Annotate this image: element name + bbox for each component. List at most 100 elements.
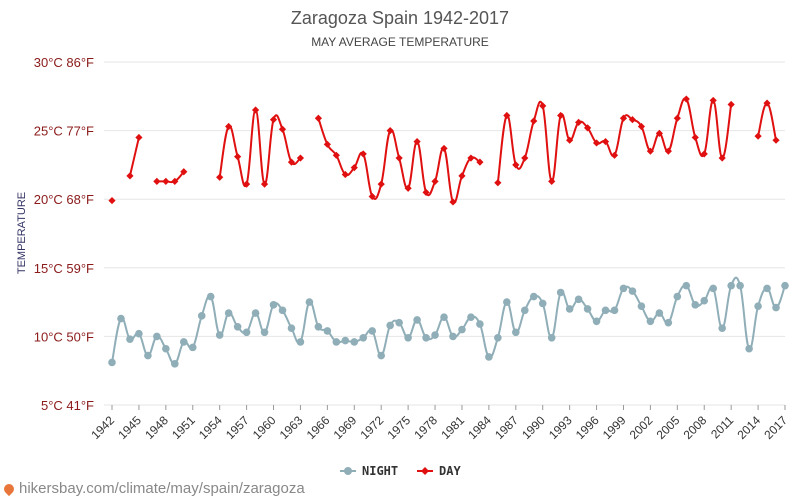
data-point-night[interactable] [745, 344, 753, 353]
data-point-day[interactable] [458, 172, 466, 180]
data-point-day[interactable] [772, 136, 780, 144]
data-point-night[interactable] [144, 351, 152, 360]
data-point-night[interactable] [206, 292, 215, 301]
data-point-day[interactable] [287, 158, 296, 166]
data-point-day[interactable] [530, 117, 538, 125]
data-point-night[interactable] [512, 328, 520, 337]
data-point-night[interactable] [727, 281, 735, 290]
data-point-night[interactable] [395, 318, 403, 327]
data-point-day[interactable] [171, 177, 179, 185]
data-point-day[interactable] [260, 180, 269, 188]
data-point-day[interactable] [126, 172, 134, 180]
data-point-day[interactable] [278, 125, 287, 133]
data-point-night[interactable] [135, 329, 143, 338]
data-point-night[interactable] [287, 324, 296, 332]
legend-item-night[interactable]: NIGHT [340, 464, 398, 478]
data-point-day[interactable] [431, 177, 439, 185]
data-point-day[interactable] [153, 177, 161, 185]
data-point-night[interactable] [359, 333, 368, 342]
data-point-day[interactable] [413, 137, 421, 146]
data-point-night[interactable] [117, 314, 125, 323]
data-point-day[interactable] [216, 173, 224, 181]
data-point-night[interactable] [422, 333, 430, 342]
footer-link[interactable]: hikersbay.com/climate/may/spain/zaragoza [1, 480, 305, 497]
data-point-night[interactable] [538, 299, 547, 308]
data-point-day[interactable] [359, 150, 367, 158]
data-point-day[interactable] [601, 137, 610, 146]
data-point-day[interactable] [395, 154, 403, 162]
data-point-day[interactable] [700, 150, 708, 158]
data-point-day[interactable] [108, 196, 116, 205]
data-point-night[interactable] [377, 351, 386, 360]
data-point-night[interactable] [269, 301, 278, 309]
data-point-day[interactable] [180, 168, 188, 176]
data-point-day[interactable] [377, 180, 385, 188]
data-point-day[interactable] [251, 106, 260, 114]
data-point-day[interactable] [440, 144, 448, 153]
data-point-night[interactable] [233, 322, 242, 331]
data-point-night[interactable] [503, 298, 511, 306]
data-point-day[interactable] [135, 133, 143, 142]
data-point-night[interactable] [467, 313, 475, 321]
data-point-night[interactable] [458, 325, 466, 334]
data-point-night[interactable] [772, 303, 780, 312]
data-point-night[interactable] [691, 301, 700, 309]
data-point-night[interactable] [494, 333, 502, 342]
data-point-day[interactable] [539, 102, 547, 110]
data-point-day[interactable] [763, 99, 771, 107]
data-point-day[interactable] [386, 127, 394, 135]
data-point-night[interactable] [153, 332, 161, 341]
data-point-night[interactable] [350, 338, 359, 346]
data-point-night[interactable] [215, 331, 224, 339]
data-point-night[interactable] [476, 320, 484, 328]
data-point-night[interactable] [619, 284, 628, 293]
data-point-day[interactable] [673, 114, 681, 122]
data-point-day[interactable] [682, 95, 690, 103]
data-point-day[interactable] [575, 118, 583, 126]
data-point-day[interactable] [548, 177, 556, 185]
data-point-day[interactable] [323, 140, 331, 148]
data-point-night[interactable] [251, 309, 260, 317]
data-point-day[interactable] [422, 188, 430, 196]
data-point-night[interactable] [413, 316, 421, 324]
data-point-night[interactable] [529, 292, 538, 301]
data-point-day[interactable] [655, 129, 663, 137]
data-point-night[interactable] [664, 318, 673, 327]
data-point-night[interactable] [700, 296, 709, 305]
data-point-day[interactable] [467, 154, 475, 162]
data-point-day[interactable] [709, 96, 717, 105]
data-point-night[interactable] [682, 281, 691, 290]
data-point-night[interactable] [341, 336, 350, 345]
data-point-night[interactable] [179, 338, 188, 346]
data-point-day[interactable] [592, 139, 601, 147]
data-point-day[interactable] [512, 161, 520, 169]
data-point-night[interactable] [592, 317, 601, 326]
data-point-night[interactable] [368, 327, 377, 335]
data-point-day[interactable] [332, 151, 340, 159]
legend[interactable]: NIGHT DAY [340, 464, 461, 478]
data-point-day[interactable] [234, 153, 242, 161]
data-point-night[interactable] [305, 298, 314, 306]
data-point-day[interactable] [557, 111, 565, 120]
data-point-night[interactable] [763, 284, 771, 293]
data-point-day[interactable] [566, 136, 574, 144]
data-point-night[interactable] [171, 360, 179, 368]
data-point-night[interactable] [386, 321, 394, 330]
data-point-night[interactable] [296, 338, 305, 346]
data-point-night[interactable] [718, 324, 726, 332]
data-point-day[interactable] [637, 122, 646, 131]
data-point-day[interactable] [691, 133, 699, 142]
data-point-night[interactable] [673, 292, 682, 301]
data-point-night[interactable] [628, 287, 637, 295]
data-point-day[interactable] [368, 192, 376, 201]
data-point-day[interactable] [225, 122, 233, 131]
data-point-day[interactable] [503, 111, 511, 120]
data-point-night[interactable] [574, 295, 583, 304]
data-point-day[interactable] [162, 177, 170, 185]
data-point-day[interactable] [296, 154, 305, 162]
data-point-night[interactable] [323, 327, 332, 335]
data-point-night[interactable] [431, 331, 439, 339]
data-point-night[interactable] [260, 328, 269, 337]
data-point-night[interactable] [242, 328, 251, 337]
data-point-day[interactable] [350, 164, 358, 172]
